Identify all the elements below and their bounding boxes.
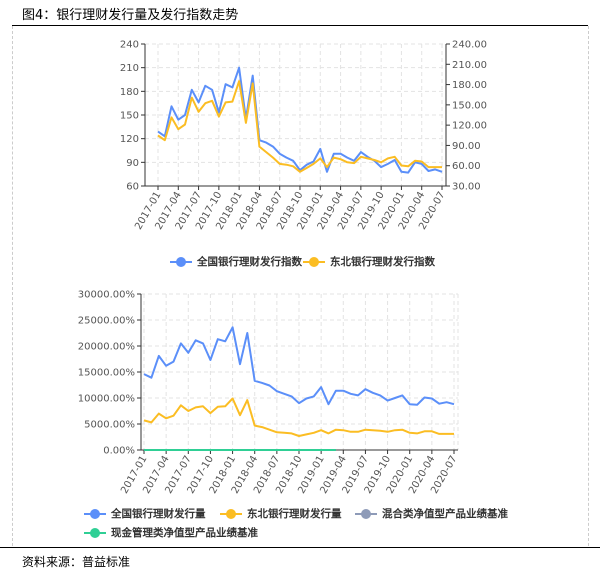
y-tick-label: 240 [120, 40, 139, 51]
legend-item-national-index[interactable]: 全国银行理财发行指数 [170, 254, 302, 269]
y-tick-label: 20000.00% [78, 342, 135, 353]
legend-marker-icon [220, 508, 242, 519]
y-tick-label: 90 [126, 158, 139, 169]
legend-marker-icon [303, 256, 325, 267]
y-tick-label: 0.00% [103, 446, 135, 457]
legend-label: 东北银行理财发行指数 [330, 256, 435, 268]
legend-item-cash-benchmark[interactable]: 现金管理类净值型产品业绩基准 [84, 525, 258, 540]
frame-bottom-rule [0, 547, 600, 548]
legend-marker-icon [84, 527, 106, 538]
legend-label: 东北银行理财发行量 [247, 508, 342, 520]
legend-item-mixed-benchmark[interactable]: 混合类净值型产品业绩基准 [355, 506, 508, 521]
y-tick-label: 150 [120, 111, 139, 122]
y-tick-label: 180 [120, 87, 139, 98]
legend-marker-icon [355, 508, 377, 519]
y-right-tick-label: 210.00 [452, 60, 487, 71]
y-tick-label: 30000.00% [78, 290, 135, 301]
y-right-tick-label: 30.00 [452, 182, 481, 193]
legend-label: 全国银行理财发行量 [111, 508, 206, 520]
frame-left-border [12, 26, 13, 546]
y-tick-label: 10000.00% [78, 394, 135, 405]
y-right-tick-label: 90.00 [452, 141, 481, 152]
source-note: 资料来源：普益标准 [22, 555, 131, 569]
y-tick-label: 5000.00% [84, 420, 135, 431]
legend-label: 混合类净值型产品业绩基准 [382, 508, 508, 520]
y-right-tick-label: 120.00 [452, 121, 487, 132]
y-right-tick-label: 60.00 [452, 161, 481, 172]
legend-marker-icon [84, 508, 106, 519]
frame-top-rule [12, 25, 588, 26]
series-line-全国银行理财发行量 [143, 326, 455, 406]
legend-label: 现金管理类净值型产品业绩基准 [111, 527, 258, 539]
legend-marker-icon [170, 256, 192, 267]
y-tick-label: 60 [126, 182, 139, 193]
series-line-全国银行理财发行指数 [157, 66, 443, 174]
frame-right-border [588, 26, 589, 546]
y-tick-label: 15000.00% [78, 368, 135, 379]
series-line-东北银行理财发行量 [143, 397, 454, 437]
figure-title: 图4：银行理财发行量及发行指数走势 [22, 8, 239, 23]
y-tick-label: 25000.00% [78, 316, 135, 327]
legend-item-northeast-index[interactable]: 东北银行理财发行指数 [303, 254, 435, 269]
legend-item-national-volume[interactable]: 全国银行理财发行量 [84, 506, 206, 521]
y-right-tick-label: 150.00 [452, 100, 487, 111]
y-tick-label: 120 [120, 134, 139, 145]
y-right-tick-label: 180.00 [452, 80, 487, 91]
legend-item-northeast-volume[interactable]: 东北银行理财发行量 [220, 506, 342, 521]
series-line-东北银行理财发行指数 [157, 80, 442, 173]
y-right-tick-label: 240.00 [452, 40, 487, 51]
y-tick-label: 210 [120, 63, 139, 74]
legend-label: 全国银行理财发行指数 [197, 256, 302, 268]
